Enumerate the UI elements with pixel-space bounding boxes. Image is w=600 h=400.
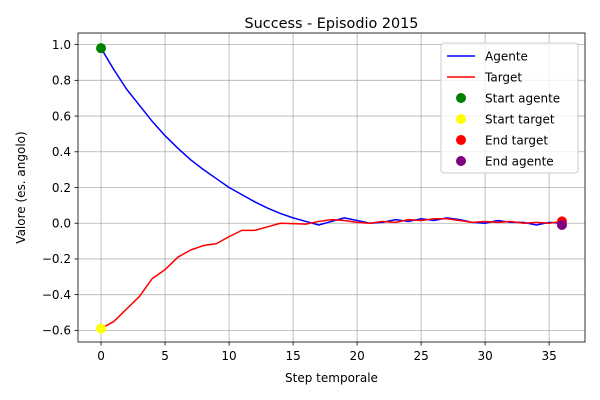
x-tick-label: 30 bbox=[477, 349, 492, 363]
series-layer bbox=[96, 43, 567, 334]
series-line-target bbox=[100, 218, 563, 330]
y-tick-label: 0.6 bbox=[52, 109, 71, 123]
legend: Agente Target Start agente Start target End … bbox=[440, 42, 579, 174]
y-tick-label: 1.0 bbox=[52, 38, 71, 52]
legend-swatch-start-target bbox=[456, 114, 466, 124]
y-tick-label: −0.4 bbox=[42, 288, 71, 302]
legend-swatch-end-target bbox=[456, 135, 466, 145]
legend-swatch-end-agente bbox=[456, 156, 466, 166]
x-tick-label: 20 bbox=[349, 349, 364, 363]
legend-box bbox=[440, 42, 579, 174]
legend-label-start-target: Start target bbox=[485, 112, 555, 126]
x-tick-label: 15 bbox=[285, 349, 300, 363]
y-tick-label: 0.0 bbox=[52, 217, 71, 231]
y-axis-label: Valore (es. angolo) bbox=[14, 131, 28, 243]
y-tick-label: 0.2 bbox=[52, 181, 71, 195]
x-tick-label: 35 bbox=[542, 349, 557, 363]
y-tick-label: −0.2 bbox=[42, 252, 71, 266]
tick-layer: 0 5 10 15 20 25 30 35 −0.6 −0.4 −0.2 0.0 0.2 0.4 0.6 0.… bbox=[42, 38, 557, 363]
y-tick-label: 0.4 bbox=[52, 145, 71, 159]
legend-label-agente: Agente bbox=[485, 49, 528, 63]
x-tick-label: 5 bbox=[161, 349, 169, 363]
x-axis-label: Step temporale bbox=[285, 371, 378, 385]
y-tick-label: −0.6 bbox=[42, 324, 71, 338]
point-end-agente bbox=[556, 220, 567, 231]
legend-label-end-target: End target bbox=[485, 133, 548, 147]
series-line-agente bbox=[100, 47, 563, 226]
y-tick-label: 0.8 bbox=[52, 74, 71, 88]
legend-items: Agente Target Start agente Start target End … bbox=[447, 49, 560, 168]
point-start-agente bbox=[96, 43, 107, 54]
legend-label-start-agente: Start agente bbox=[485, 91, 560, 105]
x-tick-label: 10 bbox=[221, 349, 236, 363]
point-start-target bbox=[96, 323, 107, 334]
legend-label-target: Target bbox=[484, 70, 522, 84]
x-tick-label: 0 bbox=[97, 349, 105, 363]
chart-title: Success - Episodio 2015 bbox=[245, 16, 419, 32]
legend-label-end-agente: End agente bbox=[485, 154, 554, 168]
legend-swatch-start-agente bbox=[456, 93, 466, 103]
x-tick-label: 25 bbox=[413, 349, 428, 363]
